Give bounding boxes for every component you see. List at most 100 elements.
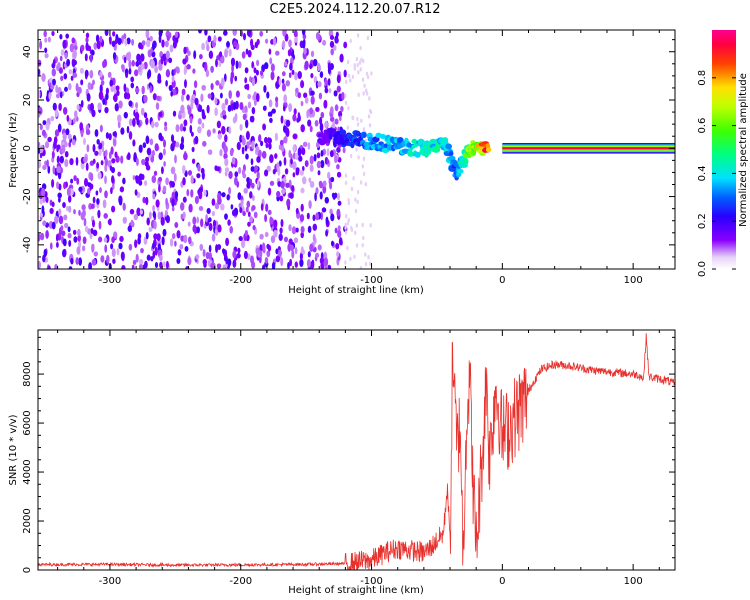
noise-blob xyxy=(41,129,46,137)
noise-blob xyxy=(170,90,174,97)
noise-blob xyxy=(328,88,332,94)
noise-blob xyxy=(259,249,263,258)
noise-blob xyxy=(59,91,63,99)
noise-blob xyxy=(74,110,78,119)
noise-blob xyxy=(222,248,225,254)
noise-blob xyxy=(43,30,47,38)
noise-blob xyxy=(224,167,230,173)
noise-blob xyxy=(158,30,163,38)
noise-blob xyxy=(332,120,335,130)
noise-blob xyxy=(158,152,163,161)
noise-blob xyxy=(128,118,133,126)
noise-blob xyxy=(90,172,94,182)
noise-blob xyxy=(174,31,179,38)
noise-blob xyxy=(317,81,322,88)
noise-blob xyxy=(291,249,295,259)
noise-blob xyxy=(241,169,245,176)
noise-blob xyxy=(169,238,174,247)
noise-blob xyxy=(38,141,41,148)
y-tick-label: -40 xyxy=(22,237,33,253)
noise-blob xyxy=(93,42,98,50)
noise-blob xyxy=(175,124,180,133)
noise-blob xyxy=(144,161,149,167)
noise-blob xyxy=(161,236,165,246)
noise-blob xyxy=(249,115,253,123)
noise-blob xyxy=(300,225,305,234)
noise-blob xyxy=(198,205,204,212)
noise-blob xyxy=(92,229,98,237)
noise-blob xyxy=(239,207,243,214)
noise-blob xyxy=(180,213,184,220)
noise-blob xyxy=(362,156,366,161)
noise-blob xyxy=(63,181,67,190)
noise-blob xyxy=(351,74,355,80)
noise-blob xyxy=(45,196,49,203)
noise-blob xyxy=(199,53,203,60)
noise-blob xyxy=(56,181,60,189)
noise-blob xyxy=(309,125,313,133)
noise-blob xyxy=(99,71,103,78)
noise-blob xyxy=(259,70,264,76)
noise-blob xyxy=(329,208,333,215)
noise-blob xyxy=(121,264,126,269)
noise-blob xyxy=(194,135,199,145)
noise-blob xyxy=(98,149,102,156)
noise-blob xyxy=(105,132,110,139)
noise-blob xyxy=(141,85,145,95)
trace-blob xyxy=(445,143,453,150)
noise-blob xyxy=(180,136,185,145)
noise-blob xyxy=(277,167,281,176)
noise-blob xyxy=(263,169,269,177)
noise-blob xyxy=(44,37,48,43)
noise-blob xyxy=(70,257,74,265)
noise-blob xyxy=(164,121,167,127)
noise-blob xyxy=(146,217,150,226)
noise-blob xyxy=(183,66,187,76)
noise-blob xyxy=(150,59,155,69)
noise-blob xyxy=(307,225,312,234)
trace-blob xyxy=(414,151,421,158)
noise-blob xyxy=(130,219,134,227)
noise-blob xyxy=(237,167,242,174)
noise-blob xyxy=(289,258,293,267)
noise-blob xyxy=(266,250,271,258)
noise-blob xyxy=(282,105,286,112)
noise-blob xyxy=(359,45,362,51)
noise-blob xyxy=(212,219,217,228)
noise-blob xyxy=(271,108,276,114)
noise-blob xyxy=(208,252,213,261)
y-tick-label: 2000 xyxy=(22,508,33,533)
noise-blob xyxy=(188,170,192,176)
noise-blob xyxy=(320,150,324,157)
noise-blob xyxy=(288,103,293,113)
noise-blob xyxy=(157,243,161,252)
noise-blob xyxy=(334,104,339,112)
noise-blob xyxy=(312,233,316,242)
noise-blob xyxy=(244,105,248,115)
x-tick-label: -300 xyxy=(99,275,122,286)
noise-blob xyxy=(246,180,250,188)
noise-blob xyxy=(211,198,216,206)
noise-blob xyxy=(257,149,262,159)
noise-blob xyxy=(264,213,268,223)
noise-blob xyxy=(240,239,246,249)
noise-blob xyxy=(156,233,161,241)
noise-blob xyxy=(140,63,145,70)
noise-blob xyxy=(114,103,119,112)
noise-blob xyxy=(151,120,155,129)
noise-blob xyxy=(134,189,138,196)
y-tick-label: 0 xyxy=(22,145,33,151)
noise-blob xyxy=(127,225,133,232)
noise-blob xyxy=(345,79,348,85)
noise-blob xyxy=(246,30,252,37)
noise-blob xyxy=(256,156,261,163)
noise-blob xyxy=(50,84,55,90)
noise-blob xyxy=(121,34,124,44)
noise-blob xyxy=(269,117,273,124)
noise-blob xyxy=(250,166,255,172)
noise-blob xyxy=(324,120,328,129)
noise-blob xyxy=(252,195,255,201)
noise-blob xyxy=(194,97,199,106)
noise-blob xyxy=(102,98,106,106)
noise-blob xyxy=(157,211,161,220)
